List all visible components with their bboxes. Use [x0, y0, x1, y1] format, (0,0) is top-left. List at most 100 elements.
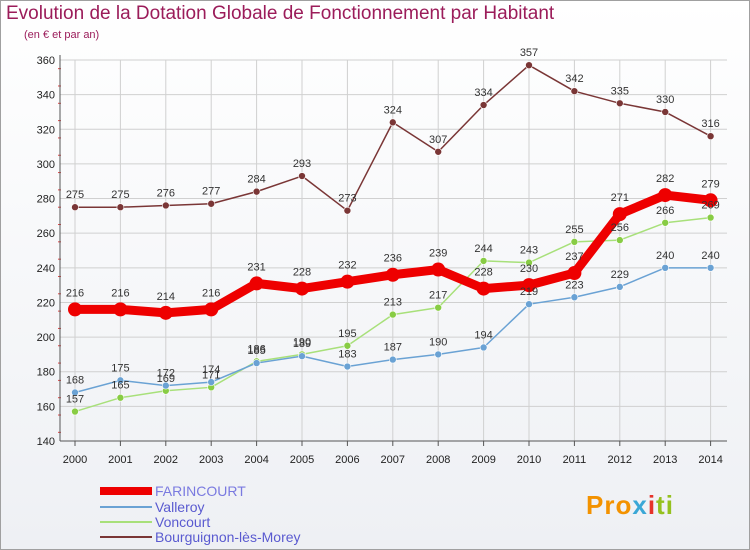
bourguignon-point [479, 101, 488, 109]
voncourt-point [71, 407, 79, 416]
voncourt-point [479, 257, 488, 265]
valleroy-data-label: 183 [338, 349, 356, 361]
bourguignon-point [434, 147, 443, 156]
logo-part-1: Pro [586, 490, 633, 520]
valleroy-data-label: 240 [701, 250, 719, 262]
bourguignon-point [162, 201, 170, 210]
farincourt-point [658, 188, 673, 203]
bourguignon-point [343, 206, 352, 215]
grid-layer [60, 59, 727, 442]
series-layer [68, 61, 718, 416]
valleroy-point [615, 283, 624, 291]
farincourt-data-label: 236 [384, 253, 402, 265]
valleroy-point [116, 376, 125, 385]
farincourt-point [567, 266, 582, 281]
voncourt-data-label: 269 [701, 200, 719, 212]
voncourt-point [615, 236, 624, 244]
logo-part-2: x [632, 490, 648, 520]
x-tick-label: 2002 [154, 454, 178, 466]
axis-layer: 140 160 180 200 220 240 260 280 300 320 340 360 2000… [37, 55, 727, 466]
legend-label-voncourt: Voncourt [155, 514, 210, 530]
bourguignon-data-label: 275 [66, 189, 84, 201]
farincourt-data-label: 228 [293, 267, 311, 279]
bourguignon-data-label: 277 [202, 186, 220, 198]
x-tick-label: 2010 [517, 454, 541, 466]
bourguignon-data-label: 342 [565, 73, 583, 85]
bourguignon-data-label: 324 [384, 104, 402, 116]
farincourt-point [113, 302, 128, 317]
farincourt-point [340, 274, 355, 289]
voncourt-point [706, 213, 715, 222]
valleroy-data-label: 219 [520, 286, 538, 298]
bourguignon-point [298, 172, 306, 180]
valleroy-point [298, 352, 306, 360]
valleroy-data-label: 172 [157, 368, 175, 380]
legend-label-farincourt: FARINCOURT [155, 483, 246, 499]
voncourt-data-label: 157 [66, 394, 84, 406]
farincourt-data-label: 231 [247, 261, 265, 273]
farincourt-point [158, 305, 173, 320]
farincourt-point [522, 278, 536, 293]
farincourt-point [476, 281, 491, 296]
farincourt-data-label: 282 [656, 173, 674, 185]
farincourt-data-label: 216 [66, 287, 84, 299]
legend: FARINCOURTValleroyVoncourtBourguignon-lè… [100, 483, 301, 545]
valleroy-data-label: 168 [66, 375, 84, 387]
legend-label-bourguignon: Bourguignon-lès-Morey [155, 529, 301, 545]
farincourt-data-label: 239 [429, 248, 447, 260]
valleroy-data-label: 187 [384, 342, 402, 354]
bourguignon-point [116, 203, 125, 212]
label-layer: 275 275 276 277 284 293 273 324 307 334 357 342 335 3… [66, 47, 720, 405]
y-tick-label: 160 [37, 401, 55, 413]
voncourt-point [343, 341, 352, 350]
valleroy-data-label: 240 [656, 250, 674, 262]
voncourt-data-label: 217 [429, 290, 447, 302]
x-tick-label: 2007 [381, 454, 405, 466]
voncourt-point [525, 258, 533, 267]
series-bourguignon [71, 61, 715, 215]
legend-label-valleroy: Valleroy [155, 499, 205, 515]
farincourt-data-label: 216 [111, 287, 129, 299]
x-tick-label: 2006 [335, 454, 359, 466]
valleroy-point [570, 293, 579, 302]
bourguignon-point [388, 118, 397, 127]
voncourt-point [388, 310, 397, 319]
voncourt-data-label: 190 [293, 336, 311, 348]
voncourt-data-label: 171 [202, 369, 220, 381]
valleroy-point [71, 388, 79, 397]
valleroy-data-label: 194 [474, 329, 492, 341]
voncourt-data-label: 213 [384, 297, 402, 309]
bourguignon-point [706, 132, 715, 140]
voncourt-point [661, 218, 670, 227]
valleroy-point [706, 264, 715, 272]
bourguignon-data-label: 334 [474, 87, 492, 99]
y-tick-label: 200 [37, 332, 55, 344]
series-valleroy [71, 264, 715, 397]
bourguignon-point [207, 199, 215, 208]
voncourt-data-label: 186 [247, 343, 265, 355]
bourguignon-data-label: 284 [247, 174, 265, 186]
valleroy-data-label: 189 [293, 338, 311, 350]
x-tick-label: 2003 [199, 454, 223, 466]
chart-title: Evolution de la Dotation Globale de Fonc… [6, 3, 555, 24]
valleroy-point [434, 350, 443, 359]
bourguignon-point [252, 187, 261, 196]
x-tick-label: 2011 [563, 454, 587, 466]
y-tick-label: 220 [37, 297, 55, 309]
farincourt-point [612, 207, 627, 222]
farincourt-point [295, 281, 309, 296]
valleroy-data-label: 229 [611, 269, 629, 281]
bourguignon-data-label: 335 [611, 85, 629, 97]
valleroy-point [162, 381, 170, 390]
valleroy-data-label: 223 [565, 279, 583, 291]
farincourt-point [385, 267, 400, 282]
x-tick-label: 2005 [290, 454, 314, 466]
logo-part-4: ti [656, 490, 674, 520]
bourguignon-point [615, 99, 624, 108]
farincourt-point [431, 262, 446, 277]
valleroy-data-label: 185 [247, 345, 265, 357]
y-tick-label: 260 [37, 228, 55, 240]
valleroy-point [479, 343, 488, 352]
voncourt-point [570, 238, 579, 246]
